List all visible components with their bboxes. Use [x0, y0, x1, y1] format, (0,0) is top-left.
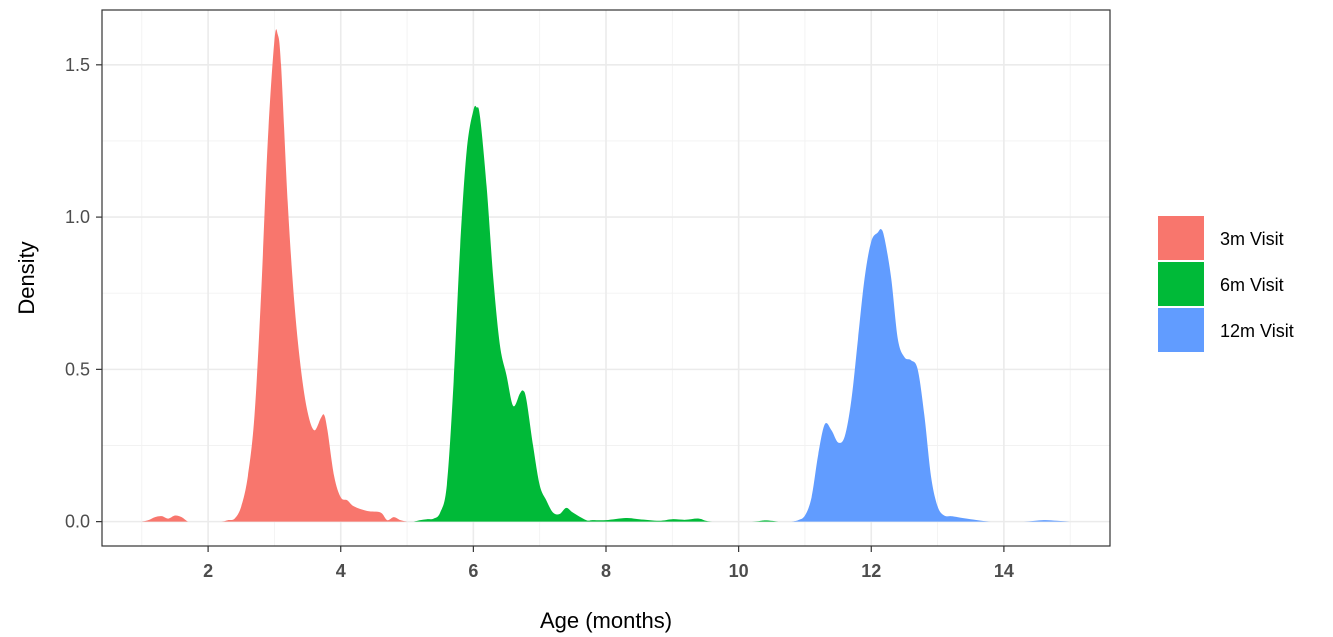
x-axis-title: Age (months)	[540, 608, 672, 633]
legend-label: 12m Visit	[1220, 321, 1294, 341]
y-tick-label: 1.5	[65, 55, 90, 75]
y-tick-label: 1.0	[65, 207, 90, 227]
y-axis-title: Density	[14, 241, 39, 314]
legend-key-6m-visit	[1158, 262, 1204, 306]
y-axis-ticks: 0.0 0.5 1.0 1.5	[65, 55, 102, 532]
x-tick-label: 8	[601, 561, 611, 581]
density-areas	[141, 29, 1071, 522]
legend-label: 3m Visit	[1220, 229, 1284, 249]
x-tick-label: 12	[861, 561, 881, 581]
density-area-12m-visit	[791, 229, 1071, 522]
legend-label: 6m Visit	[1220, 275, 1284, 295]
x-tick-label: 6	[468, 561, 478, 581]
density-area-3m-visit	[141, 29, 408, 522]
density-area-6m-visit	[413, 105, 779, 522]
x-tick-label: 2	[203, 561, 213, 581]
x-tick-label: 4	[336, 561, 346, 581]
y-tick-label: 0.0	[65, 512, 90, 532]
y-tick-label: 0.5	[65, 359, 90, 379]
x-tick-label: 10	[729, 561, 749, 581]
legend: 3m Visit 6m Visit 12m Visit	[1158, 216, 1294, 352]
legend-key-12m-visit	[1158, 308, 1204, 352]
legend-key-3m-visit	[1158, 216, 1204, 260]
x-tick-label: 14	[994, 561, 1014, 581]
x-axis-ticks: 2 4 6 8 10 12 14	[203, 546, 1014, 581]
